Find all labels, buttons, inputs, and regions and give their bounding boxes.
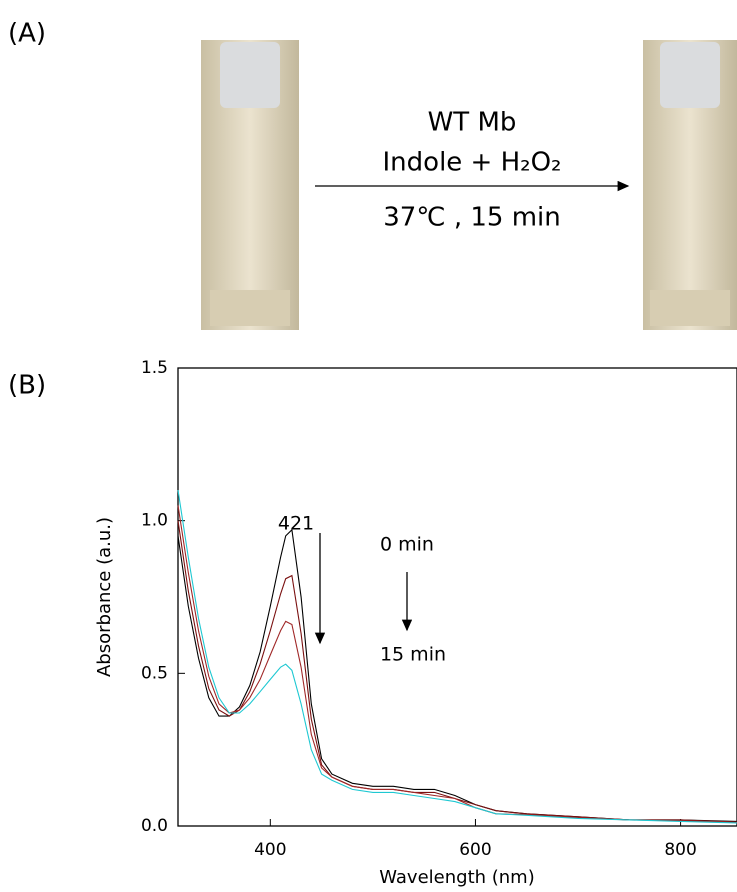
y-tick-label: 0.0 xyxy=(141,816,168,836)
y-axis-label: Absorbance (a.u.) xyxy=(94,517,115,677)
x-tick-label: 800 xyxy=(664,840,696,860)
x-axis-label: Wavelength (nm) xyxy=(379,867,535,888)
x-tick-label: 400 xyxy=(254,840,286,860)
spectrum-line xyxy=(177,490,737,824)
spectrum-line xyxy=(177,520,737,823)
x-tick-label: 600 xyxy=(459,840,491,860)
condition-text: Indole + H₂O₂ xyxy=(383,148,562,178)
annotation: 0 min xyxy=(380,534,434,556)
annotation: 15 min xyxy=(380,644,446,666)
annotation: 421 xyxy=(278,513,314,535)
y-tick-label: 1.0 xyxy=(141,511,168,531)
panel-label: (B) xyxy=(8,371,46,401)
plot-frame xyxy=(177,367,737,827)
y-tick-label: 0.5 xyxy=(141,663,168,683)
spectrum-line xyxy=(177,505,737,823)
condition-text: WT Mb xyxy=(428,108,517,138)
condition-text: 37℃ , 15 min xyxy=(383,203,560,233)
panel-label: (A) xyxy=(8,19,46,49)
cuvette-before xyxy=(201,40,299,330)
cuvette-after xyxy=(643,40,737,330)
y-tick-label: 1.5 xyxy=(141,358,168,378)
